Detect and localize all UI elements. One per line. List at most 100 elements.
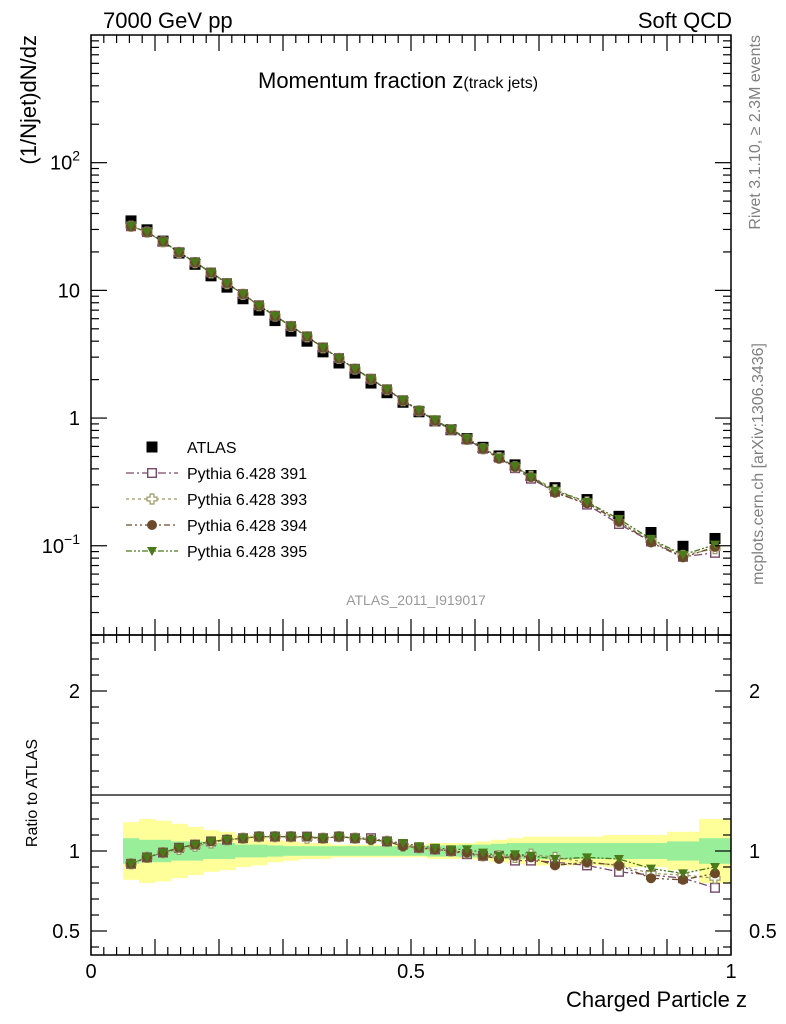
ratio-point bbox=[462, 845, 472, 855]
ratio-point bbox=[286, 832, 296, 842]
data-point-pythia bbox=[222, 279, 232, 289]
ratio-point bbox=[206, 837, 216, 847]
ratio-point bbox=[582, 853, 592, 863]
main-y-axis-label: (1/Njet)dN/dz bbox=[16, 35, 41, 165]
data-point-pythia bbox=[366, 375, 376, 385]
y-tick-label: 102 bbox=[50, 148, 80, 175]
ratio-band-inner bbox=[603, 843, 635, 859]
data-point-pythia bbox=[494, 453, 504, 463]
ratio-y-tick-label: 2 bbox=[69, 681, 80, 703]
plot-title-sub: (track jets) bbox=[463, 75, 538, 92]
ratio-point bbox=[350, 834, 360, 844]
ratio-y-tick-label-right: 1 bbox=[749, 841, 760, 863]
ratio-band-inner bbox=[363, 846, 379, 856]
data-point-pythia bbox=[254, 301, 264, 311]
ratio-point bbox=[550, 855, 560, 864]
data-point-pythia bbox=[318, 343, 328, 353]
ratio-point bbox=[614, 860, 624, 871]
ratio-band-inner bbox=[203, 843, 219, 859]
legend-item: Pythia 6.428 395 bbox=[126, 544, 307, 561]
ratio-point bbox=[678, 869, 688, 879]
ratio-y-tick-label: 1 bbox=[69, 841, 80, 863]
ratio-band-inner bbox=[539, 843, 571, 859]
y-tick-label: 10−1 bbox=[42, 531, 80, 558]
y-tick-label: 10 bbox=[58, 280, 80, 302]
header-process-label: Soft QCD bbox=[638, 8, 732, 33]
ratio-point bbox=[174, 843, 184, 853]
legend-label: Pythia 6.428 393 bbox=[187, 492, 307, 509]
ratio-band-inner bbox=[571, 843, 603, 859]
ratio-band-inner bbox=[667, 841, 699, 861]
x-axis-label: Charged Particle z bbox=[566, 987, 747, 1012]
data-point-pythia bbox=[398, 395, 408, 405]
ratio-point bbox=[678, 874, 688, 885]
data-point-pythia bbox=[550, 486, 560, 496]
ratio-band-inner bbox=[299, 846, 315, 856]
data-point-pythia bbox=[478, 443, 488, 453]
legend-label: Pythia 6.428 394 bbox=[187, 518, 307, 535]
plot-title-main: Momentum fraction z bbox=[258, 68, 463, 93]
ratio-point bbox=[646, 864, 656, 874]
data-point-atlas bbox=[709, 532, 721, 544]
ratio-band-inner bbox=[379, 846, 395, 856]
x-tick-label: 1 bbox=[725, 961, 736, 983]
ratio-point bbox=[510, 850, 520, 860]
ratio-point bbox=[710, 868, 720, 879]
plot-title: Momentum fraction z(track jets) bbox=[258, 68, 538, 93]
ratio-band-inner bbox=[219, 843, 235, 859]
data-point-pythia bbox=[526, 473, 536, 483]
ratio-band-inner bbox=[123, 838, 139, 864]
ratio-band-inner bbox=[251, 844, 267, 858]
ratio-point bbox=[158, 848, 168, 858]
data-point-pythia bbox=[334, 354, 344, 364]
data-point-pythia bbox=[614, 514, 624, 524]
ratio-band-inner bbox=[267, 845, 283, 857]
data-point-pythia bbox=[126, 221, 136, 231]
ratio-point bbox=[710, 882, 721, 893]
ratio-point bbox=[614, 855, 624, 864]
ratio-point bbox=[222, 835, 232, 845]
mcplots-label: mcplots.cern.ch [arXiv:1306.3436] bbox=[750, 343, 767, 585]
ratio-point bbox=[550, 860, 560, 871]
legend-item: ATLAS bbox=[146, 440, 237, 457]
data-point-pythia bbox=[510, 462, 520, 472]
ratio-point bbox=[254, 832, 264, 842]
x-tick-label: 0 bbox=[85, 961, 96, 983]
ratio-band-inner bbox=[315, 846, 331, 856]
legend-marker bbox=[146, 441, 158, 453]
rivet-version-label: Rivet 3.1.10, ≥ 2.3M events bbox=[747, 35, 764, 230]
ratio-point bbox=[446, 845, 456, 855]
ratio-point bbox=[302, 832, 312, 842]
data-point-pythia bbox=[302, 332, 312, 342]
analysis-watermark: ATLAS_2011_I919017 bbox=[346, 592, 486, 608]
legend-label: Pythia 6.428 391 bbox=[187, 466, 307, 483]
ratio-point bbox=[430, 843, 440, 853]
data-point-pythia bbox=[286, 322, 296, 332]
ratio-point bbox=[334, 832, 344, 842]
legend-item: Pythia 6.428 393 bbox=[126, 492, 307, 509]
data-point-pythia bbox=[646, 534, 656, 544]
y-tick-label: 1 bbox=[69, 408, 80, 430]
ratio-point bbox=[190, 840, 200, 850]
ratio-band-inner bbox=[635, 843, 667, 859]
legend-label: ATLAS bbox=[187, 440, 237, 457]
data-point-pythia bbox=[430, 415, 440, 425]
ratio-band-inner bbox=[331, 846, 347, 856]
ratio-point bbox=[142, 853, 152, 863]
legend-marker bbox=[146, 468, 157, 479]
y-tick-exponent: 2 bbox=[72, 148, 80, 164]
ratio-point bbox=[710, 863, 720, 872]
y-tick-base: 10 bbox=[58, 280, 80, 302]
data-point-pythia bbox=[582, 498, 592, 508]
ratio-band-inner bbox=[347, 846, 363, 856]
main-panel: 102 10 1 10−1 Momentum fraction z(track jet… bbox=[16, 34, 732, 636]
data-point-pythia bbox=[382, 385, 392, 395]
ratio-y-tick-label-right: 2 bbox=[749, 681, 760, 703]
ratio-band-inner bbox=[283, 846, 299, 856]
ratio-point bbox=[414, 842, 424, 852]
legend-item: Pythia 6.428 391 bbox=[126, 466, 307, 483]
data-point-pythia bbox=[350, 364, 360, 374]
x-tick-label: 0.5 bbox=[397, 961, 425, 983]
ratio-band-inner bbox=[235, 844, 251, 858]
